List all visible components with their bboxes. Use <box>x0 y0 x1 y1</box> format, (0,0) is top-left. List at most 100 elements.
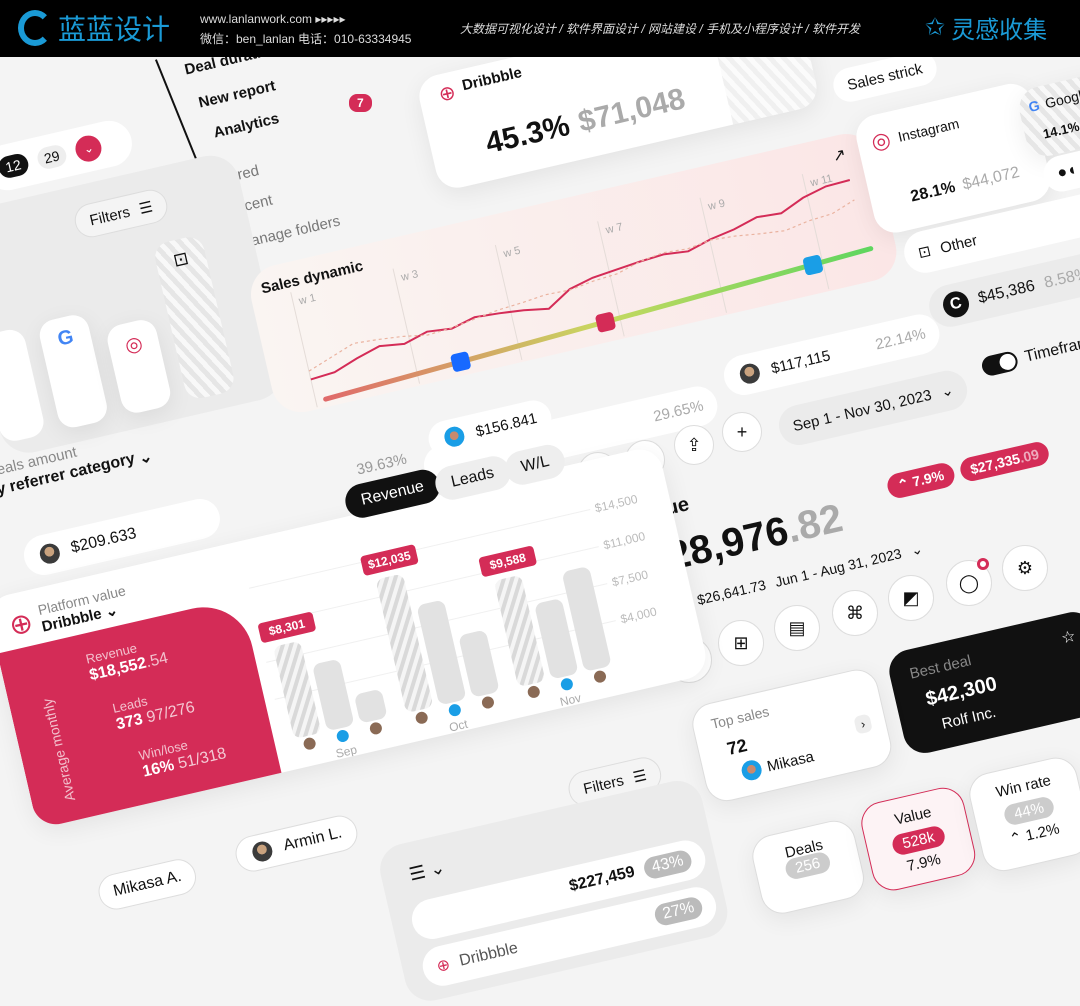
filters-button[interactable]: Filters ☰ <box>71 186 171 241</box>
value-card[interactable]: Value 528k 7.9% <box>857 783 980 895</box>
timeframe-label: Timeframe <box>1023 332 1080 366</box>
document-icon[interactable]: ▤ <box>774 605 820 651</box>
bar-avatar <box>334 728 351 745</box>
avatar <box>439 422 469 452</box>
sidebar-item-new-report[interactable]: New report <box>197 77 278 112</box>
top-sales-card[interactable]: Top sales 72 Mikasa › <box>688 665 896 806</box>
top-sales-label: Top sales <box>709 703 771 732</box>
week-gridline <box>699 197 727 313</box>
google-header: G Google <box>1027 86 1080 116</box>
bar <box>459 631 499 697</box>
dribbble-icon: ⊕ <box>435 956 453 976</box>
website: www.lanlanwork.com ▸▸▸▸▸ <box>200 12 346 26</box>
win-rate-card[interactable]: Win rate 44% ⌃ 1.2% <box>965 753 1080 876</box>
bar-avatar <box>591 668 608 685</box>
chevron-down-icon[interactable]: ⌄ <box>73 132 105 165</box>
layout-icon[interactable]: ⊞ <box>718 620 764 666</box>
google-icon: G <box>55 325 76 351</box>
toggle-switch[interactable] <box>980 349 1020 378</box>
referrer-panel: Filters ☰ G ◎ ⊡ <box>0 149 289 459</box>
platform-card: Average monthly Revenue $18,552.54 Leads… <box>0 444 711 829</box>
filter-icon: ☰ <box>631 766 649 787</box>
logo: 蓝蓝设计 <box>18 8 170 48</box>
revenue-dec: .82 <box>782 495 847 552</box>
sales-line-dashed <box>308 199 855 372</box>
avatar-marker <box>802 255 823 276</box>
best-deal-company: Rolf Inc. <box>940 703 998 733</box>
dribbble-pct: 45.3% <box>482 108 573 161</box>
google-bar: G <box>36 312 111 431</box>
chevron-down-icon: ⌄ <box>137 448 155 468</box>
c-pct: 8.58% <box>1042 264 1080 292</box>
other-label: Other <box>938 231 979 257</box>
week-label: w 3 <box>399 268 419 284</box>
bar-value-badge <box>478 546 537 577</box>
behance-marker <box>450 351 471 372</box>
logo-text: 蓝蓝设计 <box>58 13 171 46</box>
top-sales-person: Mikasa <box>737 744 816 785</box>
week-gridline <box>494 244 523 361</box>
revenue-delta-badge: $27,335.09 <box>958 439 1052 484</box>
timeframe-toggle[interactable]: Timeframe <box>980 331 1080 378</box>
row-pct: 43% <box>641 848 694 881</box>
bar-avatar <box>413 709 430 726</box>
revenue-delta-dec: .09 <box>1017 445 1041 466</box>
filter-icon: ☰ <box>137 198 155 219</box>
bar-avatar <box>558 676 575 693</box>
chat-icon[interactable]: ◯ <box>946 558 992 606</box>
best-deal-label: Best deal <box>908 652 973 683</box>
day-12[interactable]: 12 <box>0 151 31 180</box>
brand-right-text: 灵感收集 <box>951 17 1048 44</box>
chevron-down-icon: ⌄ <box>939 381 956 401</box>
contact-info: www.lanlanwork.com ▸▸▸▸▸ 微信：ben_lanlan 电话… <box>200 9 411 49</box>
sort-icon[interactable]: ☰ ⌄ <box>407 856 448 885</box>
sidebar-item-analytics[interactable]: Analytics <box>212 109 281 142</box>
command-icon[interactable]: ⌘ <box>832 590 878 636</box>
dribbble-marker <box>595 312 616 333</box>
deals-card[interactable]: Deals 256 <box>748 816 869 918</box>
day-29[interactable]: 29 <box>34 142 69 172</box>
bar <box>417 600 466 704</box>
week-gridline <box>392 268 421 384</box>
revenue-period[interactable]: Jun 1 - Aug 31, 2023 <box>773 545 904 590</box>
avatar <box>737 755 767 785</box>
revenue-delta: $27,335 <box>968 450 1022 478</box>
row-pct: 27% <box>652 895 705 928</box>
gridline <box>249 509 591 589</box>
bar <box>563 567 611 671</box>
person-chip-mikasa[interactable]: Mikasa A. <box>95 855 200 914</box>
person-chip-armin[interactable]: Armin L. <box>232 812 361 876</box>
c-value: $45,386 <box>976 277 1037 308</box>
star-icon[interactable]: ☆ <box>1059 627 1078 648</box>
google-icon: G <box>1026 97 1042 116</box>
share-icon[interactable]: ⇪ <box>674 425 714 465</box>
bar <box>495 576 544 686</box>
star-icon: ✩ <box>925 14 946 41</box>
x-tick-label: Nov <box>558 691 582 709</box>
bar <box>535 599 578 679</box>
week-gridline <box>801 174 830 290</box>
dribbble-stats: 45.3% $71,048 <box>483 82 689 161</box>
row-value: $227,459 <box>567 863 637 895</box>
week-label: w 11 <box>808 173 834 190</box>
instagram-pct: 28.1% <box>908 178 958 206</box>
add-icon[interactable]: + <box>722 412 762 452</box>
week-label: w 7 <box>604 221 624 237</box>
medium-icon: ●◖ <box>1055 161 1079 183</box>
best-deal-card[interactable]: Best deal $42,300 Rolf Inc. ☆ <box>885 607 1080 758</box>
dribbble-value: $71,048 <box>575 82 689 139</box>
y-tick-label: $11,000 <box>602 529 647 552</box>
dribbble-icon: ⊕ <box>436 81 459 107</box>
settings-icon[interactable]: ⚙ <box>1002 545 1048 591</box>
source-value: $156.841 <box>473 409 539 441</box>
source-value-4: $209.633 <box>69 524 139 557</box>
instagram-header: ◎ Instagram <box>869 110 962 155</box>
week-label: w 5 <box>501 245 521 261</box>
chevron-right-icon[interactable]: › <box>853 713 873 735</box>
revenue-change: 7.9% <box>910 466 946 490</box>
top-sales-value: 72 <box>725 734 750 759</box>
sticker-icon[interactable]: ◩ <box>888 575 934 621</box>
win-rate-change-value: 1.2% <box>1024 820 1062 845</box>
contact: 微信：ben_lanlan 电话：010-63334945 <box>200 32 412 46</box>
google-pct: 14.1% <box>1041 118 1080 142</box>
